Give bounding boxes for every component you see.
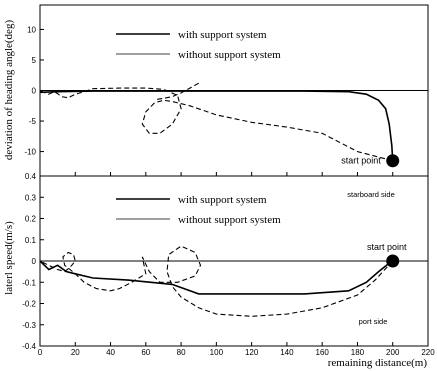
y-tick-label: 0.1	[25, 236, 37, 245]
y-tick-label: -10	[24, 148, 36, 157]
x-tick-label: 140	[280, 348, 294, 357]
start-point-marker	[386, 154, 400, 168]
x-tick-label: 100	[210, 348, 224, 357]
y-axis-label-speed: laterl speed(m/s)	[3, 221, 15, 295]
series-line-without-support	[39, 87, 393, 162]
legend-label: with support system	[178, 194, 267, 206]
x-tick-label: 220	[421, 348, 435, 357]
y-tick-label: 0	[32, 257, 37, 266]
x-tick-label: 20	[71, 348, 80, 357]
y-tick-label: 5	[32, 56, 37, 65]
y-tick-label: 10	[27, 25, 36, 34]
legend-label: without support system	[178, 214, 281, 226]
y-tick-label: 0.2	[25, 215, 37, 224]
series-line-without-support	[154, 82, 199, 101]
x-tick-label: 80	[177, 348, 186, 357]
x-tick-label: 200	[386, 348, 400, 357]
x-tick-label: 160	[316, 348, 330, 357]
y-tick-label: -0.4	[22, 342, 36, 351]
series-line-with-support	[39, 260, 394, 295]
lateral-speed-panel: 0.40.30.20.10-0.1-0.2-0.3-0.40 20 40 60 80 10…	[22, 172, 435, 357]
y-tick-label: 0	[32, 87, 37, 96]
y-tick-label: 0.3	[25, 193, 37, 202]
y-tick-label: -0.3	[22, 321, 36, 330]
y-tick-label: -0.1	[22, 278, 36, 287]
start-point-label: start point	[341, 156, 381, 166]
starboard-side-label: starboard side	[347, 190, 395, 199]
series-line-without-support	[39, 245, 394, 317]
series-line-with-support	[39, 90, 394, 161]
x-axis-label: remaining distance(m)	[328, 357, 428, 369]
start-point-marker	[386, 254, 400, 268]
y-tick-label: 0.4	[25, 172, 37, 181]
heading-deviation-panel: 10 5 0 -5 -10 with support system without supp…	[24, 4, 429, 177]
y-tick-label: -0.2	[22, 300, 36, 309]
x-tick-label: 60	[141, 348, 150, 357]
legend-label: without support system	[178, 49, 281, 61]
x-tick-label: 180	[351, 348, 365, 357]
x-tick-label: 0	[38, 348, 43, 357]
x-tick-label: 120	[245, 348, 259, 357]
port-side-label: port side	[359, 317, 388, 326]
x-tick-label: 40	[106, 348, 115, 357]
legend-label: with support system	[178, 29, 267, 41]
start-point-label: start point	[367, 242, 407, 252]
y-tick-label: -5	[29, 117, 37, 126]
y-axis-label-heading: deviation of heading angle(deg)	[3, 20, 15, 161]
